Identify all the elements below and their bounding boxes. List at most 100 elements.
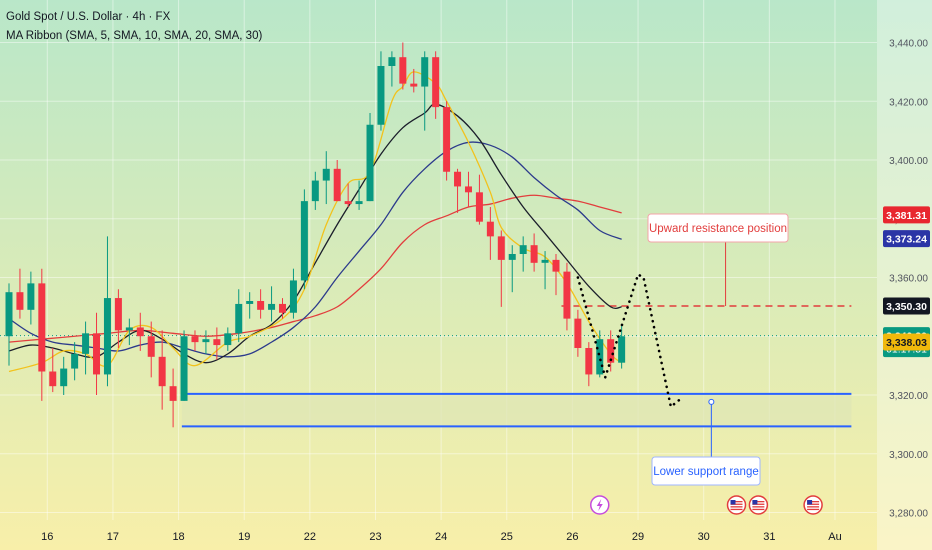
candle-body <box>125 327 133 331</box>
price-axis-label[interactable]: 3,350.30 <box>883 297 930 315</box>
candle[interactable] <box>38 268 46 401</box>
us-flag-event-icon[interactable] <box>726 495 747 515</box>
candle-body <box>5 292 13 337</box>
us-flag-event-icon[interactable] <box>803 495 823 515</box>
price-axis-label-bg <box>883 230 930 248</box>
candle[interactable] <box>49 348 57 393</box>
candle-body <box>300 201 308 281</box>
candle[interactable] <box>530 233 538 272</box>
candle[interactable] <box>519 236 527 272</box>
candle[interactable] <box>27 271 35 325</box>
flag-stripe <box>807 506 820 508</box>
candle[interactable] <box>103 236 111 387</box>
candle[interactable] <box>377 51 385 131</box>
candle-body <box>257 301 265 310</box>
candle[interactable] <box>585 342 593 387</box>
candle[interactable] <box>125 318 133 346</box>
candle[interactable] <box>289 268 297 319</box>
candle[interactable] <box>399 42 407 90</box>
indicator-title[interactable]: MA Ribbon (SMA, 5, SMA, 10, SMA, 20, SMA… <box>6 30 263 42</box>
candle[interactable] <box>432 51 440 119</box>
candle-body <box>246 301 254 304</box>
candle[interactable] <box>158 330 166 410</box>
candle[interactable] <box>114 289 122 348</box>
candle-body <box>563 271 571 319</box>
candle[interactable] <box>180 330 188 401</box>
price-axis-label[interactable]: 3,381.31 <box>883 206 930 224</box>
candle[interactable] <box>300 189 308 290</box>
candle-body <box>574 318 582 348</box>
chart-legend: Gold Spot / U.S. Dollar · 4h · FX MA Rib… <box>6 8 262 46</box>
candle[interactable] <box>82 321 90 375</box>
candle[interactable] <box>607 330 615 372</box>
candle[interactable] <box>421 51 429 131</box>
candle[interactable] <box>147 321 155 378</box>
flag-canton <box>730 500 736 505</box>
resistance-callout-box[interactable] <box>647 213 789 243</box>
candle[interactable] <box>224 327 232 351</box>
candle[interactable] <box>16 268 24 319</box>
candle[interactable] <box>71 342 79 381</box>
candle[interactable] <box>497 230 505 307</box>
candle[interactable] <box>60 356 68 395</box>
candle[interactable] <box>541 251 549 290</box>
candle[interactable] <box>268 286 276 322</box>
price-axis-label-bg <box>883 297 930 315</box>
candle[interactable] <box>93 312 101 395</box>
candle[interactable] <box>355 180 363 210</box>
candle[interactable] <box>5 283 13 366</box>
candle[interactable] <box>574 309 582 357</box>
candle[interactable] <box>366 113 374 202</box>
x-tick-label: 18 <box>172 531 184 543</box>
support-callout-box[interactable] <box>651 456 761 486</box>
us-flag-event-icon[interactable] <box>748 495 769 515</box>
candle[interactable] <box>169 368 177 428</box>
candle-body <box>443 107 451 172</box>
candle[interactable] <box>410 68 418 93</box>
candle[interactable] <box>388 51 396 87</box>
candle-body <box>552 259 560 272</box>
candle[interactable] <box>333 160 341 202</box>
candle[interactable] <box>235 289 243 343</box>
candle[interactable] <box>464 171 472 207</box>
candle[interactable] <box>246 292 254 319</box>
candle-body <box>366 124 374 202</box>
symbol-title[interactable]: Gold Spot / U.S. Dollar · 4h · FX <box>6 11 171 23</box>
y-tick-label: 3,420.00 <box>889 97 928 108</box>
candle[interactable] <box>136 312 144 351</box>
candle[interactable] <box>279 298 286 319</box>
support-zone[interactable] <box>181 393 852 427</box>
y-tick-label: 3,280.00 <box>889 509 928 520</box>
candle[interactable] <box>202 330 210 354</box>
lightning-event-icon[interactable] <box>590 495 610 515</box>
candle-body <box>432 57 440 108</box>
candle[interactable] <box>213 327 221 360</box>
candle-body <box>311 180 319 202</box>
flag-stripe <box>807 508 820 511</box>
candle[interactable] <box>552 254 560 296</box>
candle[interactable] <box>443 101 451 181</box>
flag-stripe <box>730 501 743 503</box>
flag-canton <box>752 500 758 505</box>
flag-stripe <box>752 506 765 508</box>
price-axis-label[interactable]: 3,373.24 <box>883 230 930 248</box>
candle[interactable] <box>322 151 330 205</box>
candle[interactable] <box>454 168 462 213</box>
candle[interactable] <box>563 262 571 331</box>
projection-path[interactable] <box>576 272 684 410</box>
candle-body <box>596 339 604 375</box>
candle[interactable] <box>486 207 494 260</box>
candle[interactable] <box>344 183 352 208</box>
candle[interactable] <box>311 171 319 210</box>
price-axis-label[interactable]: 3,338.03 <box>883 333 930 351</box>
candle[interactable] <box>475 174 483 225</box>
candle-body <box>191 336 199 343</box>
candle[interactable] <box>618 324 626 369</box>
candle[interactable] <box>257 289 265 319</box>
candle-body <box>388 57 396 66</box>
candle[interactable] <box>191 330 199 351</box>
candle[interactable] <box>508 245 516 293</box>
candle-body <box>399 57 407 84</box>
